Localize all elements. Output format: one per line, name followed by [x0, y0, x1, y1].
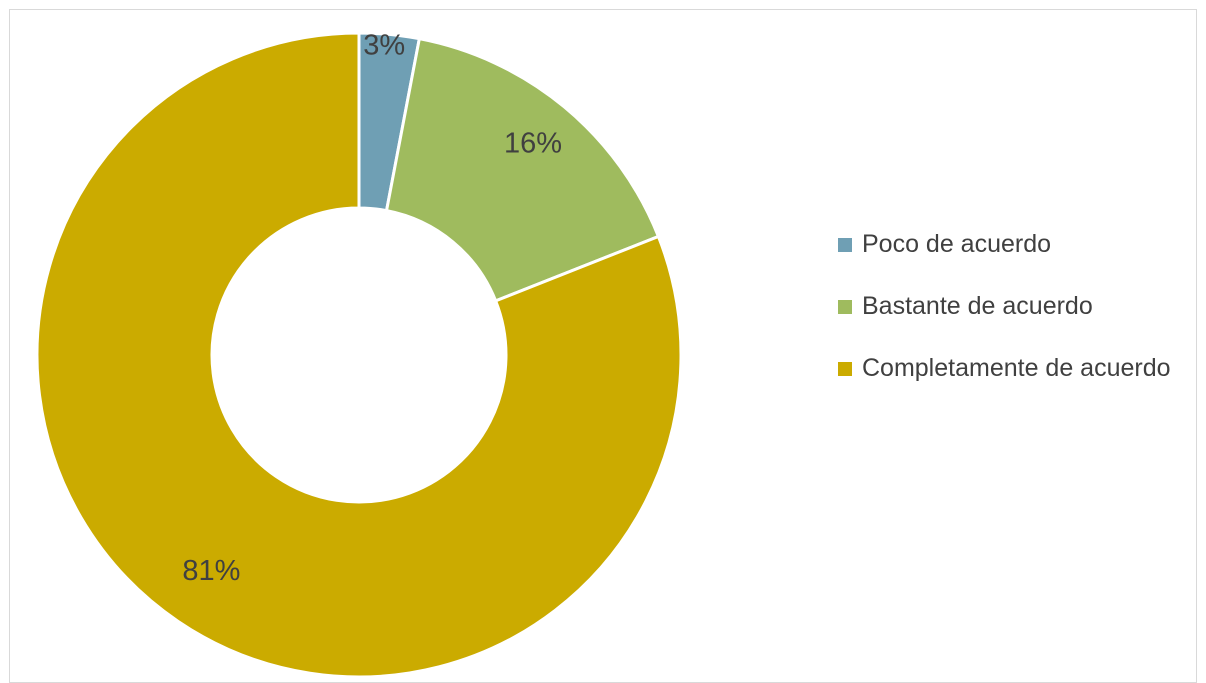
legend-label: Completamente de acuerdo	[862, 354, 1171, 382]
legend-item: Bastante de acuerdo	[838, 288, 1178, 324]
legend-label: Poco de acuerdo	[862, 230, 1052, 258]
slice-value-label: 3%	[363, 29, 405, 61]
legend: Poco de acuerdo Bastante de acuerdo Comp…	[838, 226, 1178, 412]
donut-slice	[384, 36, 661, 303]
legend-swatch	[838, 362, 852, 376]
slice-value-label: 81%	[182, 555, 240, 587]
legend-label: Bastante de acuerdo	[862, 292, 1093, 320]
legend-swatch	[838, 300, 852, 314]
donut-slice	[35, 31, 683, 679]
legend-item: Completamente de acuerdo	[838, 350, 1178, 386]
legend-swatch	[838, 238, 852, 252]
slice-value-label: 16%	[504, 127, 562, 159]
legend-item: Poco de acuerdo	[838, 226, 1178, 262]
